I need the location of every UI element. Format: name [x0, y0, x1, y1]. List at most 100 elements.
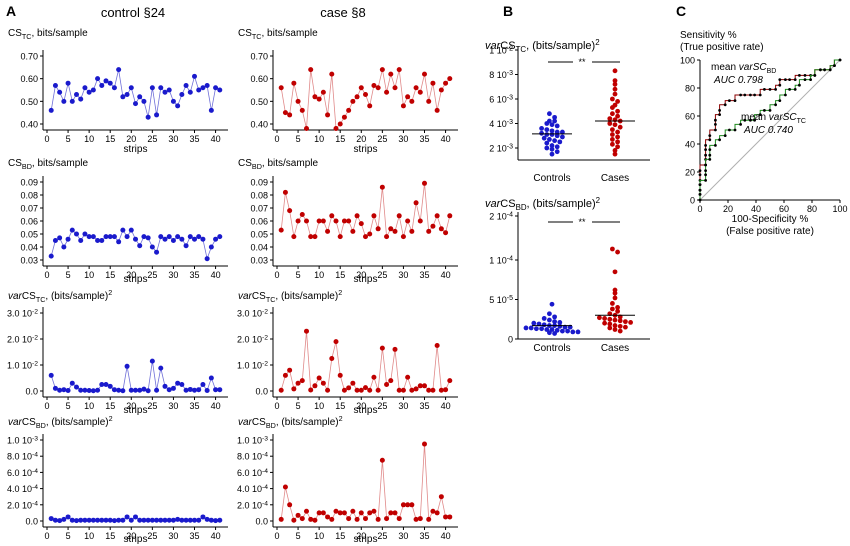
xtick-label-cs_tc_case: 5	[296, 134, 301, 144]
roc-point-bd	[739, 93, 742, 97]
data-point-var_tc_groups	[541, 135, 547, 141]
xtick-label-cs_tc_control: 20	[126, 134, 136, 144]
data-point-var_bd_control	[154, 517, 160, 523]
data-point-cs_bd_case	[363, 234, 368, 240]
data-point-var_bd_case	[287, 502, 293, 508]
data-point-cs_bd_case	[341, 218, 347, 224]
xtick-label-var_bd_control: 10	[84, 531, 94, 541]
data-point-cs_tc_case	[354, 94, 360, 100]
data-point-cs_tc_control	[154, 112, 160, 118]
data-point-cs_tc_case	[417, 89, 423, 95]
roc-point-bd	[798, 74, 801, 77]
data-point-var_tc_groups	[615, 144, 620, 150]
xtick-label-cs_bd_case: 0	[274, 270, 279, 280]
ylabel-var_tc_control: varCSTC, (bits/sample)2	[8, 288, 112, 304]
data-point-var_bd_case	[400, 502, 406, 508]
data-point-var_bd_control	[69, 517, 75, 523]
ytick-label-cs_tc_case: 0.70	[250, 52, 268, 62]
data-point-var_bd_case	[430, 508, 436, 514]
roc-point-tc	[833, 64, 836, 67]
data-point-cs_bd_case	[312, 234, 318, 240]
ytick-label-var_tc_case: 0.0	[255, 387, 268, 397]
data-point-var_tc_control	[95, 387, 101, 393]
xtick-label-var_bd_control: 0	[44, 531, 49, 541]
ytick-label-cs_bd_control: 0.05	[20, 230, 38, 240]
data-point-var_bd_groups	[549, 327, 555, 332]
roc-ylabel-2: (True positive rate)	[680, 42, 764, 53]
data-point-var_bd_control	[196, 517, 202, 523]
data-point-var_bd_control	[78, 517, 84, 523]
xtick-label-var_bd_control: 15	[105, 531, 115, 541]
data-point-cs_tc_control	[48, 107, 54, 113]
data-point-var_tc_control	[137, 387, 143, 393]
data-point-var_tc_case	[375, 387, 381, 393]
xtick-label-var_bd_case: 10	[314, 531, 324, 541]
xtick-label-cs_tc_control: 0	[44, 134, 49, 144]
data-point-var_bd_control	[120, 517, 126, 523]
data-point-cs_bd_case	[413, 200, 419, 206]
data-point-var_tc_groups	[554, 144, 560, 150]
data-point-var_tc_case	[413, 386, 419, 392]
ytick-label-var_bd_case: 4.0 10-4	[237, 484, 268, 494]
data-point-cs_bd_control	[103, 234, 109, 240]
data-point-var_bd_case	[422, 441, 427, 447]
data-point-var_tc_case	[337, 372, 343, 378]
panel-letter-a: A	[6, 3, 16, 19]
data-point-var_bd_groups	[552, 331, 557, 336]
data-point-var_bd_control	[192, 517, 197, 523]
data-point-var_bd_case	[417, 516, 423, 522]
panel-letter-c: C	[676, 3, 686, 19]
data-point-cs_tc_control	[61, 98, 67, 104]
data-point-cs_tc_control	[95, 76, 101, 82]
data-point-cs_bd_case	[388, 226, 394, 232]
data-point-var_tc_groups	[612, 68, 618, 74]
xtick-label-var_tc_control: 40	[211, 401, 221, 411]
roc-point-tc	[704, 169, 707, 173]
data-point-cs_tc_case	[282, 110, 288, 116]
data-point-var_tc_control	[52, 385, 58, 391]
data-point-var_bd_case	[308, 516, 314, 522]
ylabel-cs_tc_control: CSTC, bits/sample	[8, 28, 88, 41]
roc-point-bd	[708, 138, 712, 142]
roc-point-tc	[763, 109, 766, 112]
data-point-var_bd_groups	[547, 317, 552, 323]
roc-point-tc	[823, 68, 826, 72]
ytick-label-var_tc_control: 1.0 10-2	[7, 361, 38, 371]
data-point-var_tc_control	[162, 383, 168, 389]
roc-xlabel-2: (False positive rate)	[726, 226, 814, 237]
xtick-label-var_tc_case: 40	[441, 401, 451, 411]
data-point-var_bd_case	[354, 516, 360, 522]
data-point-var_bd_control	[133, 514, 138, 520]
data-point-cs_tc_control	[116, 67, 122, 73]
data-point-var_bd_case	[396, 516, 402, 522]
data-point-cs_bd_case	[379, 184, 385, 190]
data-point-var_tc_case	[388, 378, 394, 384]
data-point-var_bd_groups	[610, 246, 615, 252]
ylabel-var_tc_case: varCSTC, (bits/sample)2	[238, 288, 342, 304]
data-point-var_bd_control	[95, 517, 101, 523]
roc-xtick-label: 60	[779, 204, 789, 214]
data-point-cs_tc_control	[204, 82, 210, 88]
data-point-var_tc_groups	[549, 128, 555, 134]
title-var_tc_groups: varCSTC, (bits/sample)2	[485, 38, 600, 54]
xtick-label-cs_bd_control: 40	[211, 270, 221, 280]
xtick-label-cs_bd_control: 35	[189, 270, 199, 280]
roc-point-tc	[698, 198, 702, 202]
data-point-cs_tc_control	[166, 87, 172, 93]
data-point-cs_tc_case	[287, 112, 293, 118]
data-point-cs_tc_control	[82, 85, 88, 91]
data-point-var_bd_groups	[552, 319, 557, 325]
data-point-cs_tc_case	[422, 71, 427, 77]
data-point-var_bd_case	[337, 510, 343, 516]
data-point-cs_bd_control	[149, 244, 155, 250]
data-point-cs_bd_control	[61, 244, 67, 250]
data-point-cs_bd_case	[316, 218, 322, 224]
data-point-var_bd_control	[213, 518, 219, 524]
data-point-cs_tc_control	[175, 103, 181, 109]
roc-point-bd	[728, 99, 731, 102]
data-point-cs_bd_control	[141, 234, 147, 240]
data-point-var_tc_groups	[612, 151, 618, 157]
data-point-cs_bd_control	[162, 236, 168, 242]
data-point-cs_tc_control	[170, 98, 176, 104]
